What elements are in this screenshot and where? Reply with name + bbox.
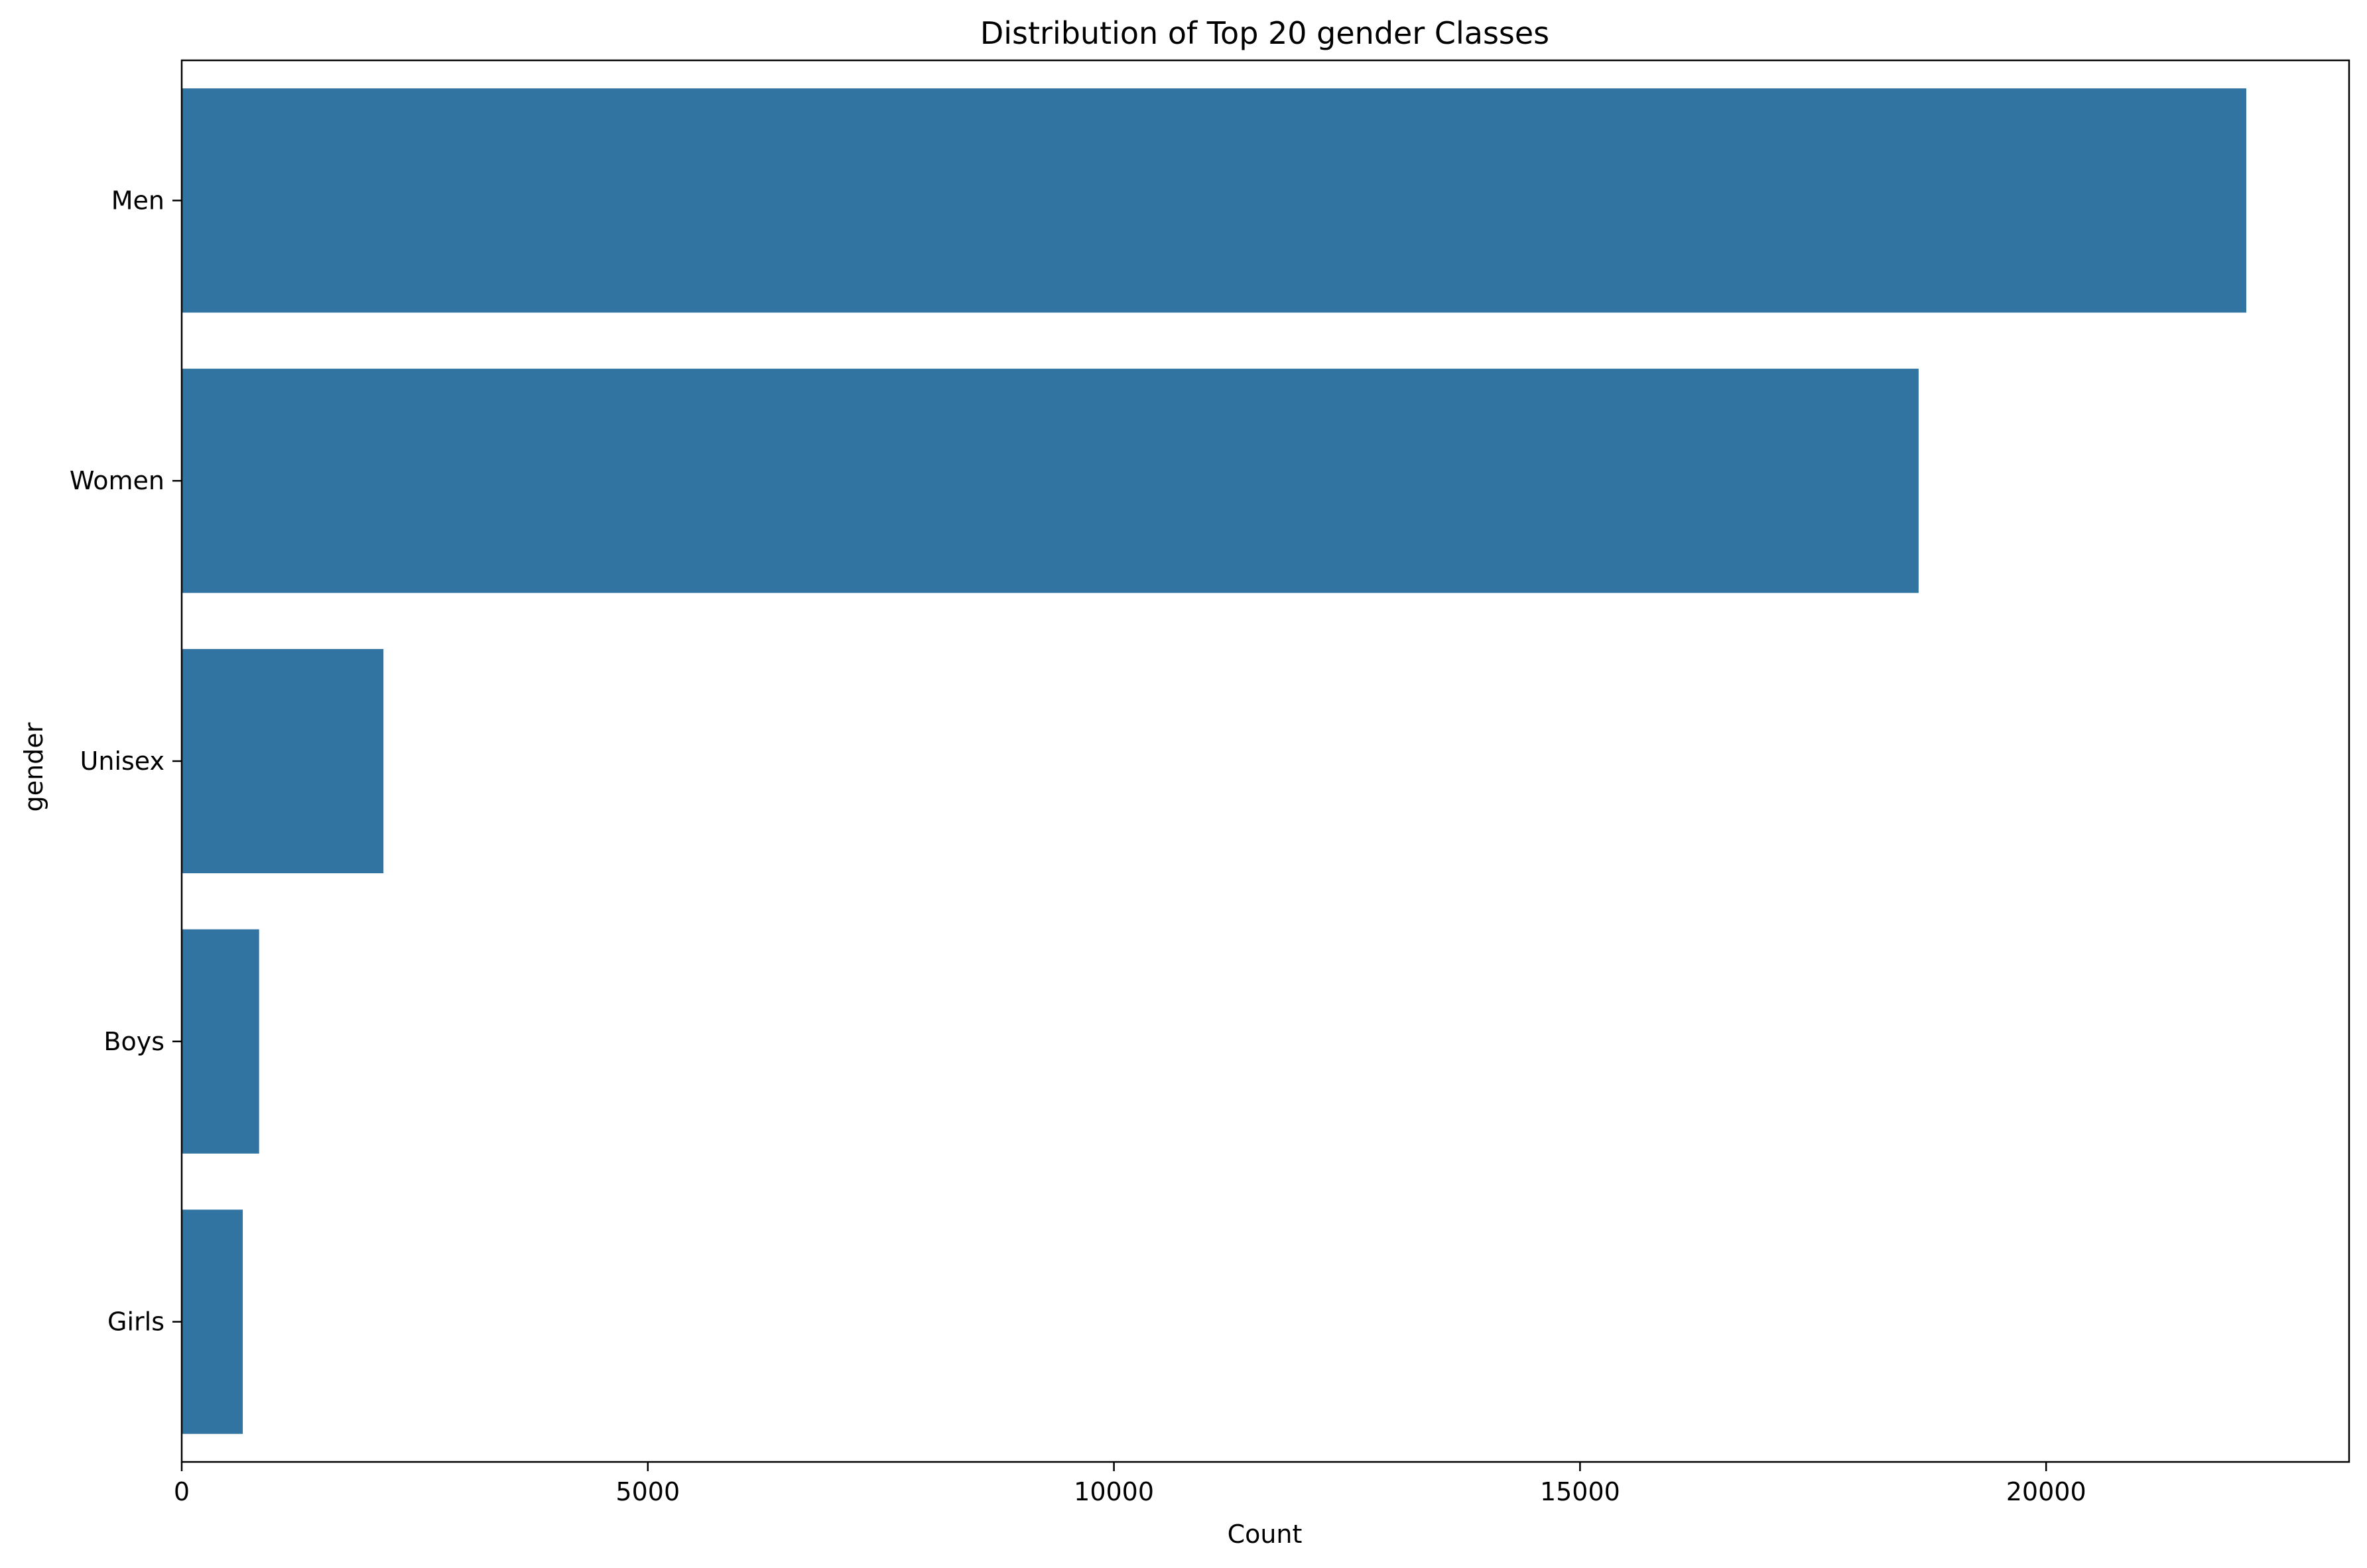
x-tick-label: 5000 — [615, 1477, 680, 1506]
x-axis: 0 5000 10000 15000 20000 — [174, 1462, 2086, 1506]
bars-layer — [182, 88, 2246, 1434]
y-axis-label: gender — [19, 722, 48, 812]
y-tick-label: Unisex — [80, 747, 164, 776]
y-axis: Men Women Unisex Boys Girls — [70, 186, 182, 1337]
bar-men — [182, 88, 2246, 313]
bar-women — [182, 369, 1919, 593]
bar-boys — [182, 929, 259, 1154]
x-tick-label: 10000 — [1074, 1477, 1154, 1506]
y-tick-label: Boys — [103, 1027, 164, 1056]
x-tick-label: 15000 — [1540, 1477, 1620, 1506]
y-tick-label: Girls — [107, 1307, 164, 1337]
bar-unisex — [182, 648, 384, 874]
x-tick-label: 20000 — [2006, 1477, 2086, 1506]
bar-girls — [182, 1209, 243, 1434]
y-tick-label: Men — [111, 186, 164, 215]
x-tick-label: 0 — [174, 1477, 190, 1506]
chart-title: Distribution of Top 20 gender Classes — [980, 15, 1549, 51]
x-axis-label: Count — [1228, 1520, 1303, 1549]
y-tick-label: Women — [70, 466, 164, 495]
